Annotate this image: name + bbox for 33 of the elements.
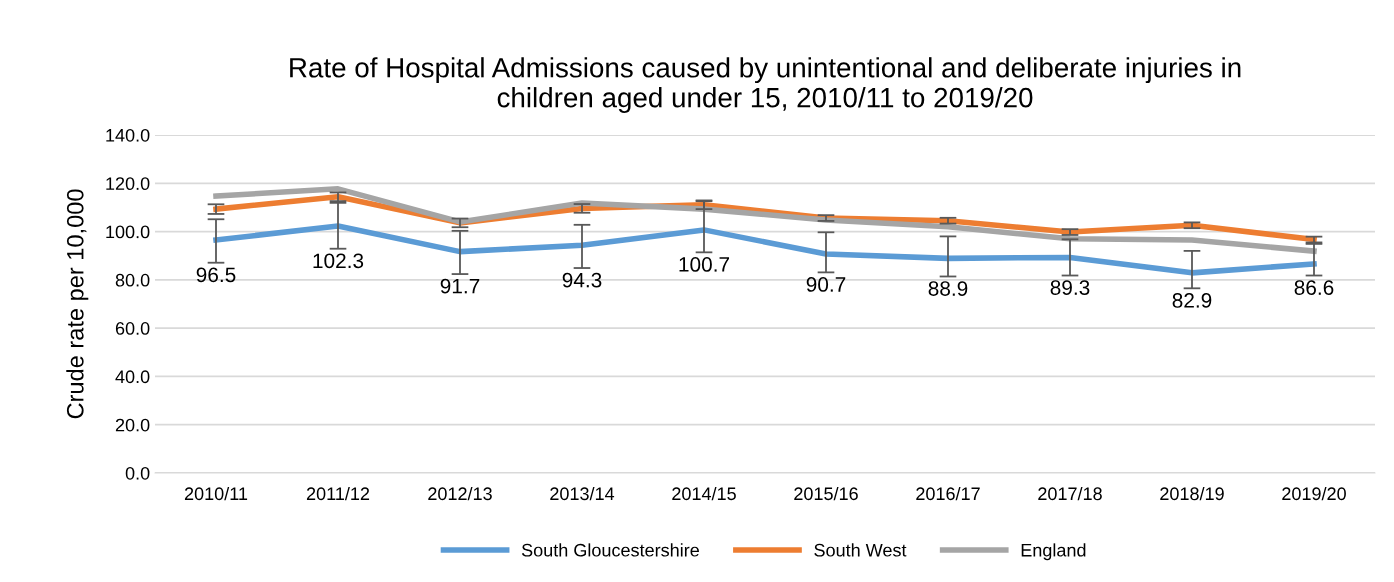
legend-label: South Gloucestershire [521,543,699,557]
x-tick-label: 2019/20 [1282,486,1346,501]
x-tick-label: 2011/12 [306,486,370,501]
data-label: 100.7 [679,257,730,272]
x-tick-label: 2013/14 [550,486,615,501]
x-tick-label: 2017/18 [1038,486,1102,501]
y-tick-label: 120.0 [106,177,150,191]
y-axis-title: Crude rate per 10,000 [66,189,89,419]
y-tick-label: 140.0 [106,128,150,142]
y-tick-label: 60.0 [115,322,150,335]
x-tick-label: 2012/13 [428,486,492,501]
data-label: 89.3 [1050,280,1090,295]
y-tick-label: 40.0 [115,370,150,384]
x-tick-label: 2014/15 [672,486,736,501]
data-label: 86.6 [1294,280,1334,295]
data-label: 88.9 [928,281,968,296]
data-label: 90.7 [806,277,846,292]
x-tick-label: 2010/11 [184,486,248,501]
data-label: 102.3 [313,253,364,269]
y-tick-label: 20.0 [115,418,150,432]
x-tick-label: 2015/16 [794,486,858,501]
data-label: 91.7 [440,278,480,294]
x-tick-label: 2018/19 [1160,486,1224,501]
legend-label: South West [814,543,907,557]
x-tick-label: 2016/17 [916,486,980,501]
legend-label: England [1021,543,1086,561]
data-label: 82.9 [1172,293,1212,308]
data-label: 94.3 [562,272,602,288]
y-tick-label: 0.0 [125,466,150,480]
y-tick-label: 100.0 [106,225,150,239]
data-label: 96.5 [196,267,236,283]
chart-title: Rate of Hospital Admissions caused by unintentional and deliberate injuries in children aged under 15, 2010/11 to 2019/20 [290,57,1241,113]
y-tick-label: 80.0 [115,273,150,287]
